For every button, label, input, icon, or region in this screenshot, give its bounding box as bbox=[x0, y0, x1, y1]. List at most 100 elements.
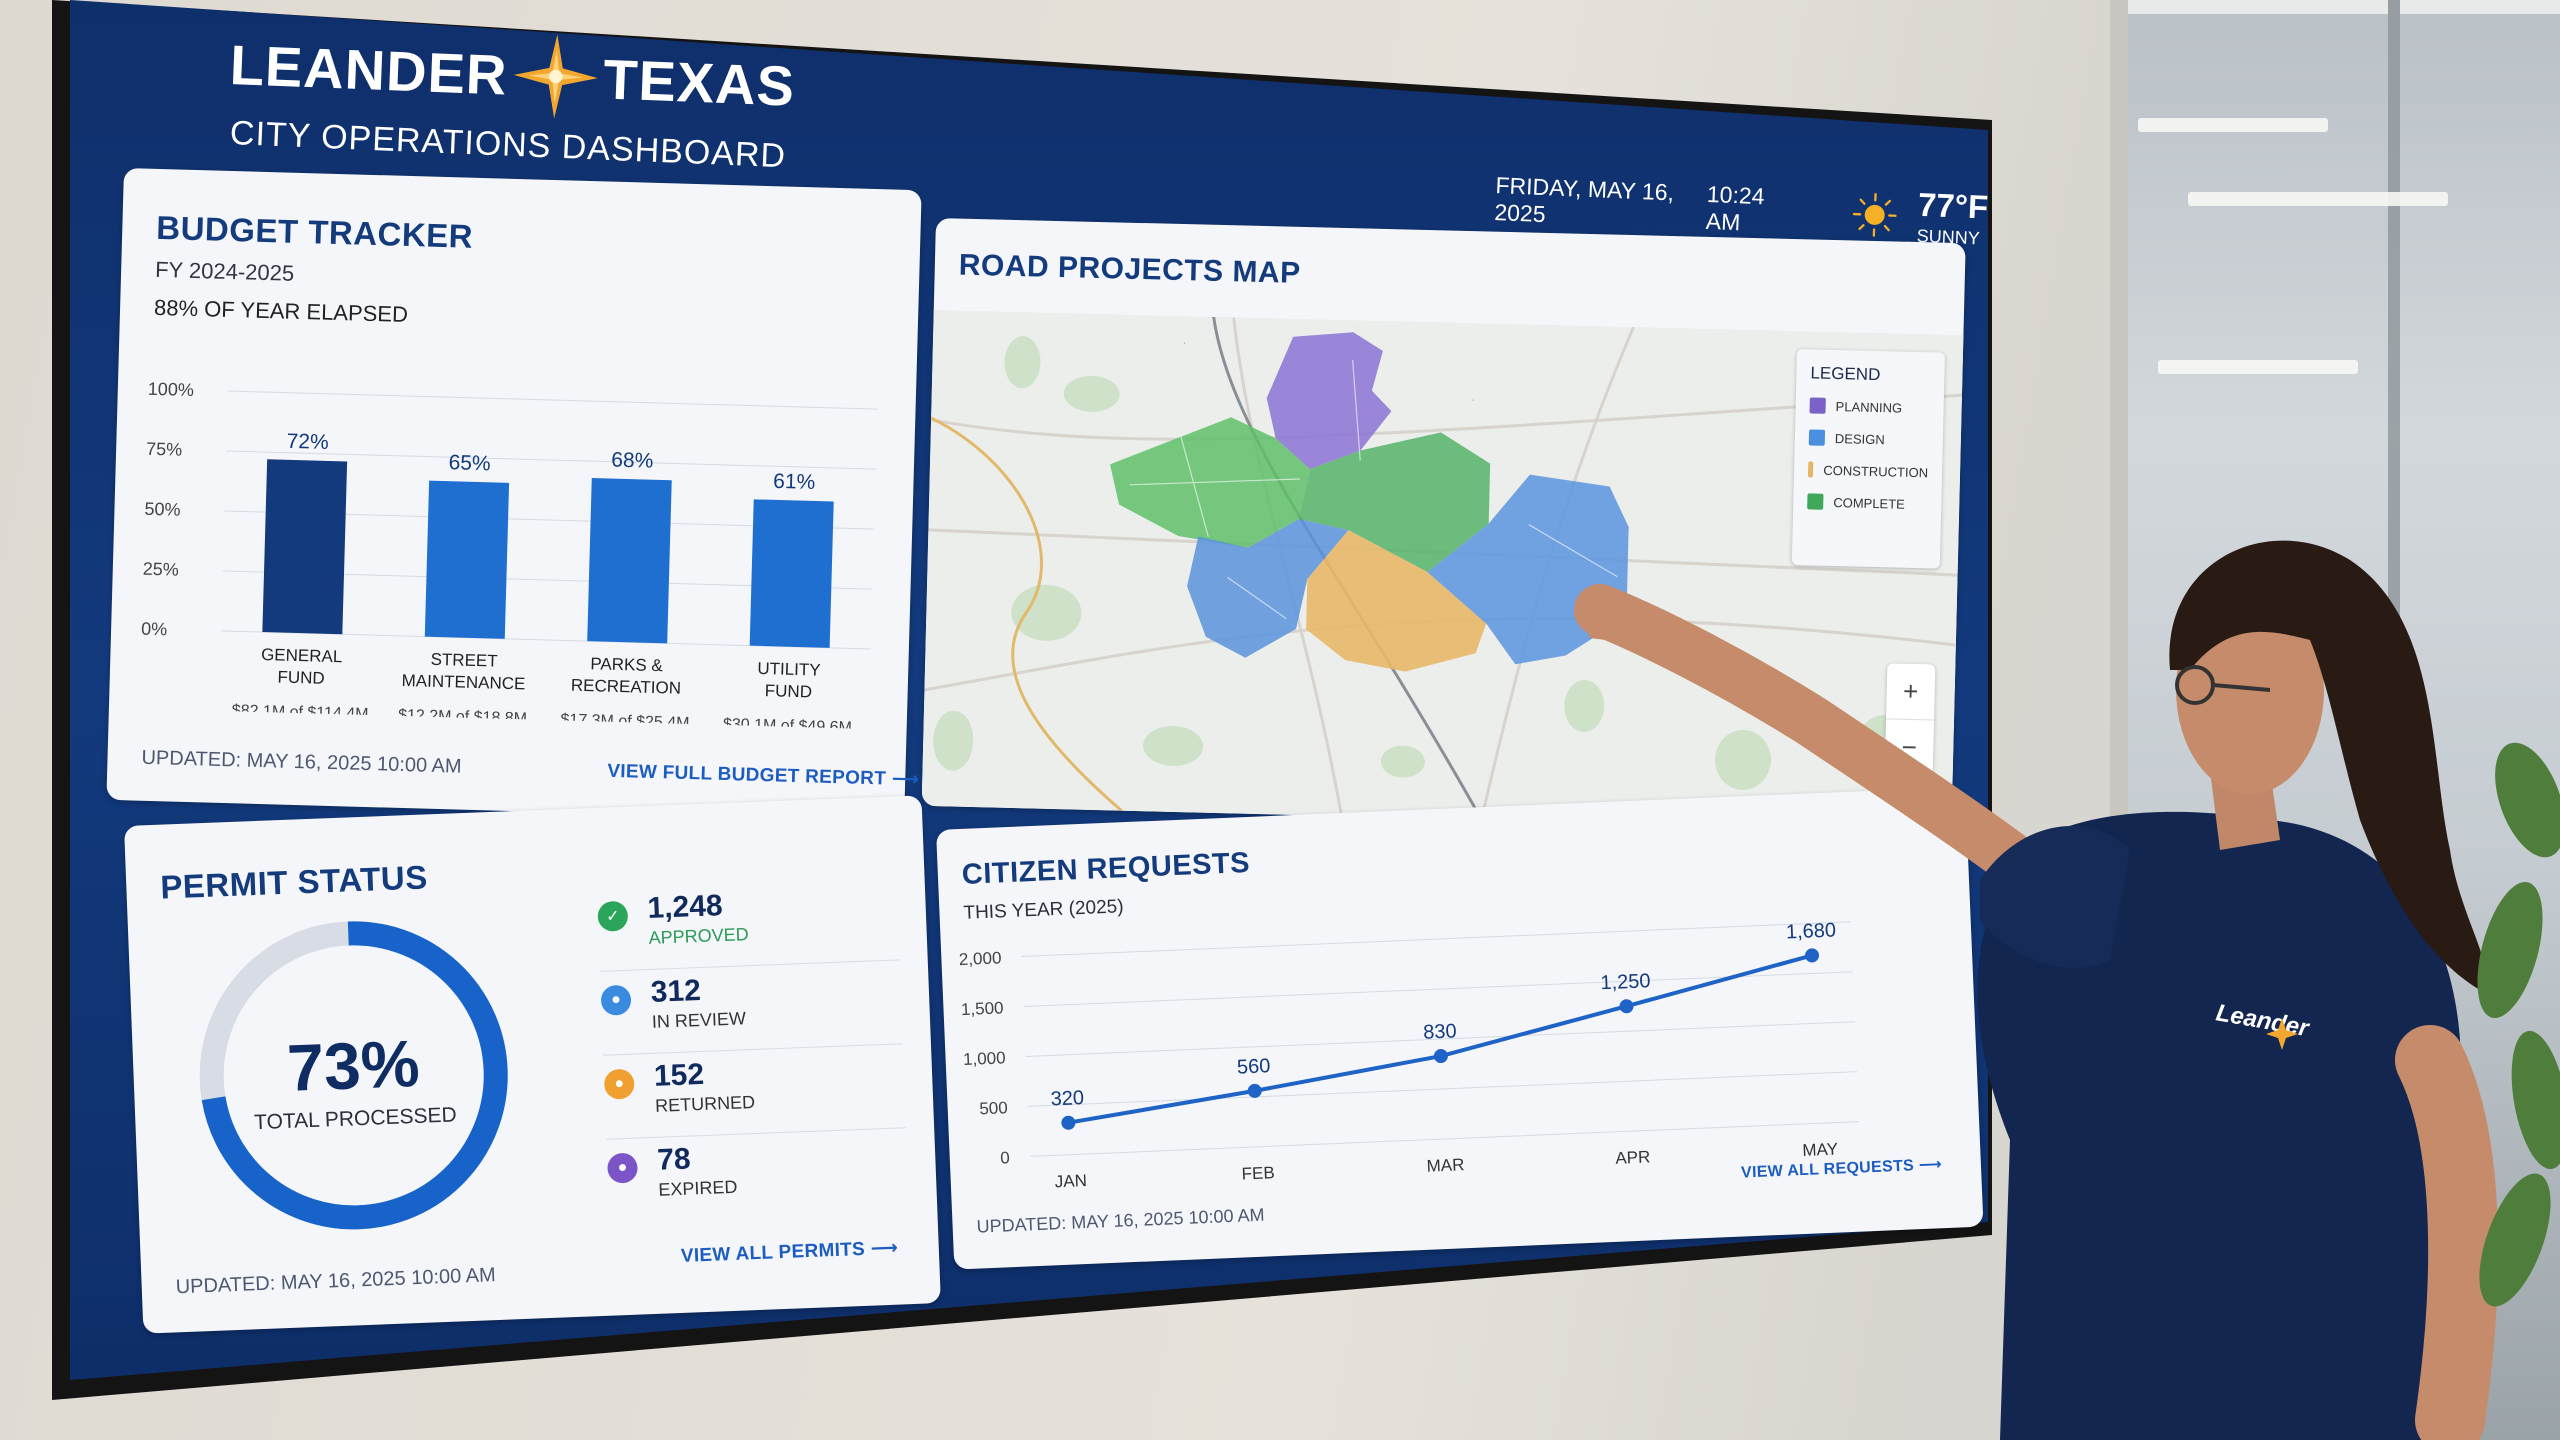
category-label: PARKS & bbox=[590, 654, 664, 675]
budget-bar bbox=[424, 480, 510, 639]
y-tick-label: 0 bbox=[1000, 1148, 1010, 1167]
budget-bar bbox=[587, 477, 672, 644]
permit-stats: ✓ 1,248 Approved ● 312 In Review ● 152 Retu… bbox=[596, 876, 910, 1223]
current-time: 10:24 AM bbox=[1705, 180, 1766, 235]
bar-value-label: 72% bbox=[286, 430, 329, 454]
category-label: UTILITY bbox=[757, 659, 821, 680]
view-budget-report-link[interactable]: View Full Budget Report ⟶ bbox=[607, 760, 920, 792]
stat-label: Returned bbox=[654, 1091, 756, 1116]
legend-item-design: Design bbox=[1808, 429, 1929, 448]
stat-in-review: ● 312 In Review bbox=[599, 960, 903, 1056]
gridline bbox=[227, 390, 878, 410]
citizen-requests-card: Citizen Requests This Year (2025) 2,000 1… bbox=[936, 786, 1984, 1270]
requests-title: Citizen Requests bbox=[961, 846, 1251, 891]
legend-item-complete: Complete bbox=[1807, 493, 1927, 512]
category-label: FUND bbox=[277, 667, 325, 687]
x-tick-label: MAR bbox=[1426, 1155, 1465, 1176]
legend-swatch bbox=[1807, 461, 1814, 478]
legend-label: Design bbox=[1834, 430, 1885, 447]
data-point bbox=[1805, 948, 1820, 963]
point-value-label: 1,250 bbox=[1600, 970, 1651, 994]
arrow-right-icon: ⟶ bbox=[870, 1237, 899, 1260]
stat-label: Expired bbox=[657, 1176, 738, 1200]
svg-text:·: · bbox=[1472, 396, 1475, 406]
stat-value: 78 bbox=[656, 1142, 692, 1177]
header-status: Friday, May 16, 2025 10:24 AM 77°F Sunny bbox=[1494, 168, 1988, 250]
x-tick-label: APR bbox=[1615, 1147, 1651, 1167]
gridline bbox=[1021, 921, 1851, 958]
point-value-label: 830 bbox=[1423, 1020, 1457, 1043]
requests-subtitle: This Year (2025) bbox=[963, 896, 1124, 924]
amount-label: $17.3M of $25.4M bbox=[560, 711, 689, 729]
stat-expired: ● 78 Expired bbox=[606, 1128, 909, 1223]
brand-city: LEANDER bbox=[228, 32, 509, 107]
x-tick-label: MAY bbox=[1802, 1140, 1838, 1160]
expired-icon: ● bbox=[606, 1152, 639, 1184]
permits-updated: Updated: May 16, 2025 10:00 AM bbox=[175, 1264, 497, 1299]
budget-bar bbox=[749, 499, 834, 648]
fiscal-year: FY 2024-2025 bbox=[154, 256, 295, 286]
y-tick-label: 2,000 bbox=[959, 948, 1002, 969]
y-tick-label: 1,500 bbox=[961, 998, 1004, 1019]
amount-label: $30.1M of $49.6M bbox=[723, 716, 852, 730]
potted-plant bbox=[2477, 742, 2560, 1307]
legend-title: Legend bbox=[1810, 363, 1881, 385]
gridline bbox=[1023, 971, 1853, 1007]
permits-link-label: View All Permits bbox=[680, 1238, 866, 1267]
view-all-permits-link[interactable]: View All Permits ⟶ bbox=[680, 1237, 899, 1268]
current-date: Friday, May 16, 2025 bbox=[1493, 171, 1675, 227]
sun-icon bbox=[1852, 192, 1897, 237]
y-tick-label: 0% bbox=[141, 619, 168, 640]
point-value-label: 560 bbox=[1237, 1055, 1271, 1078]
legend-item-planning: Planning bbox=[1809, 397, 1929, 416]
temperature: 77°F bbox=[1917, 185, 1988, 226]
category-label: MAINTENANCE bbox=[401, 671, 525, 693]
donut-progress-arc bbox=[199, 921, 508, 1230]
budget-updated: Updated: May 16, 2025 10:00 AM bbox=[141, 746, 462, 778]
bar-value-label: 61% bbox=[773, 470, 816, 494]
data-point bbox=[1619, 999, 1634, 1014]
brand: LEANDER TEXAS City Operations Dashboard bbox=[228, 22, 797, 176]
stat-approved: ✓ 1,248 Approved bbox=[596, 876, 900, 972]
y-tick-label: 25% bbox=[143, 559, 180, 580]
returned-icon: ● bbox=[603, 1068, 635, 1100]
amount-label: $12.2M of $18.8M bbox=[398, 707, 527, 728]
gridline bbox=[226, 450, 876, 470]
budget-link-label: View Full Budget Report bbox=[607, 760, 887, 790]
data-point bbox=[1433, 1049, 1448, 1064]
gridline bbox=[1027, 1071, 1857, 1107]
year-elapsed: 88% of Year Elapsed bbox=[153, 294, 409, 327]
presenter-person: Leander bbox=[1574, 540, 2499, 1440]
map-title: Road Projects Map bbox=[958, 248, 1302, 290]
budget-title: Budget Tracker bbox=[155, 208, 474, 255]
legend-label: Planning bbox=[1835, 398, 1903, 416]
gridline bbox=[1029, 1121, 1860, 1157]
category-label: FUND bbox=[765, 681, 813, 701]
data-point bbox=[1061, 1115, 1076, 1130]
permit-title: Permit Status bbox=[159, 858, 429, 906]
permit-donut-chart bbox=[199, 921, 508, 1230]
legend-swatch bbox=[1807, 493, 1824, 510]
processed-percent: 73% bbox=[285, 1025, 421, 1105]
data-point bbox=[1247, 1083, 1262, 1098]
budget-bar bbox=[262, 459, 348, 635]
budget-tracker-card: Budget Tracker FY 2024-2025 88% of Year … bbox=[106, 168, 922, 823]
svg-text:·: · bbox=[1183, 339, 1186, 349]
bar-value-label: 65% bbox=[448, 451, 491, 475]
review-icon: ● bbox=[600, 984, 632, 1016]
legend-item-construction: Construction bbox=[1807, 461, 1929, 480]
stat-value: 312 bbox=[650, 973, 702, 1009]
brand-state: TEXAS bbox=[602, 46, 797, 118]
x-tick-label: FEB bbox=[1241, 1163, 1275, 1183]
legend-label: Construction bbox=[1823, 462, 1929, 480]
y-tick-label: 1,000 bbox=[963, 1048, 1006, 1069]
y-tick-label: 75% bbox=[146, 439, 183, 460]
point-value-label: 320 bbox=[1050, 1087, 1084, 1110]
donut-center: 73% Total Processed bbox=[192, 1021, 516, 1137]
stat-label: In Review bbox=[651, 1008, 747, 1032]
stat-returned: ● 152 Returned bbox=[603, 1044, 907, 1140]
stat-value: 152 bbox=[653, 1057, 705, 1093]
category-label: GENERAL bbox=[261, 645, 343, 666]
category-label: STREET bbox=[430, 650, 498, 671]
stat-label: Approved bbox=[648, 924, 750, 948]
